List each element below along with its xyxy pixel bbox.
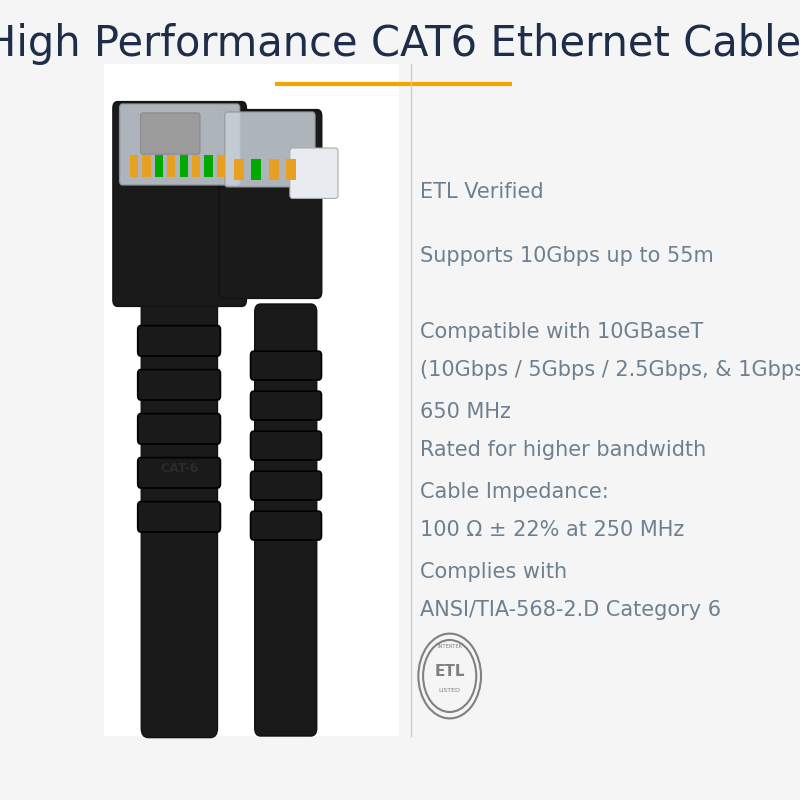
Text: Supports 10Gbps up to 55m: Supports 10Gbps up to 55m xyxy=(420,246,714,266)
FancyBboxPatch shape xyxy=(250,391,322,420)
FancyBboxPatch shape xyxy=(205,155,213,178)
FancyBboxPatch shape xyxy=(225,112,315,187)
Text: Compatible with 10GBaseT: Compatible with 10GBaseT xyxy=(420,322,703,342)
FancyBboxPatch shape xyxy=(130,155,138,178)
FancyBboxPatch shape xyxy=(286,159,296,179)
Text: ETL: ETL xyxy=(434,664,465,678)
FancyBboxPatch shape xyxy=(113,102,246,306)
FancyBboxPatch shape xyxy=(219,110,322,298)
FancyBboxPatch shape xyxy=(250,511,322,540)
FancyBboxPatch shape xyxy=(104,64,399,736)
FancyBboxPatch shape xyxy=(138,458,221,488)
FancyBboxPatch shape xyxy=(192,155,200,178)
FancyBboxPatch shape xyxy=(254,304,317,736)
FancyBboxPatch shape xyxy=(290,148,338,198)
FancyBboxPatch shape xyxy=(138,326,221,356)
Text: 100 Ω ± 22% at 250 MHz: 100 Ω ± 22% at 250 MHz xyxy=(420,520,684,541)
FancyBboxPatch shape xyxy=(251,159,261,179)
FancyBboxPatch shape xyxy=(138,502,221,532)
FancyBboxPatch shape xyxy=(142,278,218,738)
FancyBboxPatch shape xyxy=(155,155,163,178)
Text: LISTED: LISTED xyxy=(438,688,461,693)
Text: ETL Verified: ETL Verified xyxy=(420,182,544,202)
FancyBboxPatch shape xyxy=(141,113,200,154)
FancyBboxPatch shape xyxy=(250,431,322,460)
FancyBboxPatch shape xyxy=(120,104,240,185)
FancyBboxPatch shape xyxy=(138,414,221,444)
FancyBboxPatch shape xyxy=(138,370,221,400)
Text: Cable Impedance:: Cable Impedance: xyxy=(420,482,609,502)
FancyBboxPatch shape xyxy=(217,155,225,178)
Text: Rated for higher bandwidth: Rated for higher bandwidth xyxy=(420,440,706,460)
FancyBboxPatch shape xyxy=(142,155,150,178)
FancyBboxPatch shape xyxy=(250,351,322,380)
FancyBboxPatch shape xyxy=(250,471,322,500)
Text: INTERTEK: INTERTEK xyxy=(437,644,462,649)
FancyBboxPatch shape xyxy=(234,159,244,179)
Text: (10Gbps / 5Gbps / 2.5Gbps, & 1Gbps): (10Gbps / 5Gbps / 2.5Gbps, & 1Gbps) xyxy=(420,361,800,381)
FancyBboxPatch shape xyxy=(167,155,175,178)
FancyBboxPatch shape xyxy=(269,159,278,179)
Text: Complies with: Complies with xyxy=(420,562,567,582)
FancyBboxPatch shape xyxy=(180,155,188,178)
Text: ANSI/TIA-568-2.D Category 6: ANSI/TIA-568-2.D Category 6 xyxy=(420,600,722,621)
Text: High Performance CAT6 Ethernet Cable: High Performance CAT6 Ethernet Cable xyxy=(0,23,800,65)
Text: 650 MHz: 650 MHz xyxy=(420,402,511,422)
Text: CAT-6: CAT-6 xyxy=(161,462,198,474)
